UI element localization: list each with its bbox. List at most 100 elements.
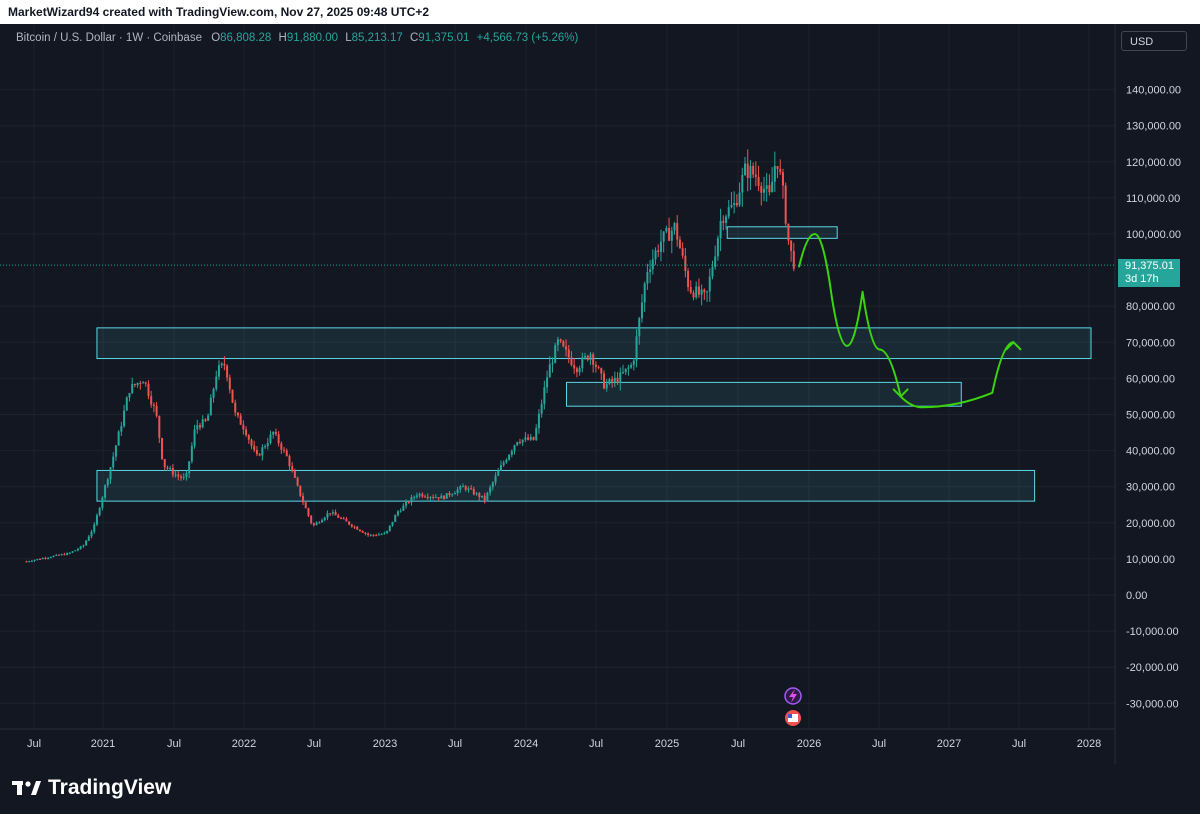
candle-body [415,495,418,497]
candle-body [364,532,367,534]
candle-body [594,364,597,368]
candle-body [418,493,421,496]
candle-body [741,175,744,193]
zone-upper[interactable] [96,327,1092,360]
candle-body [448,493,451,496]
x-tick-label: 2025 [655,738,679,750]
candles [25,149,795,563]
y-tick-label: 120,000.00 [1126,157,1181,169]
candle-body [502,462,505,466]
x-tick-label: Jul [731,738,745,750]
zone-lower[interactable] [96,469,1036,502]
price-axis[interactable]: 140,000.00 130,000.00 120,000.00 110,000.00… [1126,85,1181,711]
candle-body [358,529,361,532]
candle-body [762,188,765,193]
candle-body [768,185,771,193]
candle-body [556,339,559,346]
zones[interactable] [96,226,1092,502]
chart-panel[interactable]: 140,000.00 130,000.00 120,000.00 110,000.00… [0,24,1200,764]
candle-body [180,476,183,478]
candle-body [204,419,207,421]
candle-body [649,269,652,273]
candle-body [687,270,690,288]
candle-body [510,450,513,455]
open-label: O [211,32,221,44]
candle-body [133,383,136,386]
candle-body [619,372,622,383]
candle-body [342,518,345,520]
close-value: 91,375.01 [418,32,470,44]
candle-body [540,404,543,414]
zone-middle[interactable] [565,381,962,407]
candle-body [377,534,380,536]
candle-body [326,513,329,518]
candle-body [367,533,370,535]
candle-body [754,174,757,178]
candle-body [277,434,280,444]
zone-resistance[interactable] [726,226,838,239]
candle-body [337,515,340,518]
candle-body [28,561,31,563]
time-axis[interactable]: Jul 2021 Jul 2022 Jul 2023 Jul 2024 Jul 2025 Jul 20… [27,738,1101,750]
candle-body [163,459,166,468]
candle-body [68,552,71,554]
candle-body [348,521,351,525]
candle-body [459,486,462,490]
candle-body [527,437,530,440]
last-price-badge: 91,375.01 3d 17h [1118,259,1180,287]
candle-body [307,508,310,516]
candle-body [150,396,153,405]
candle-body [215,376,218,389]
y-tick-label: 30,000.00 [1126,482,1175,494]
candle-body [784,185,787,224]
x-tick-label: 2023 [373,738,397,750]
currency-button[interactable]: USD [1121,31,1187,51]
candle-body [451,494,454,496]
candle-body [592,354,595,365]
candle-body [532,436,535,440]
candle-body [239,415,242,425]
candle-body [727,207,730,217]
projection-path[interactable] [798,233,1015,409]
candle-body [773,166,776,182]
candle-body [139,383,142,385]
candle-body [234,402,237,413]
candle-body [659,241,662,252]
candle-body [55,554,58,556]
price-chart[interactable]: 140,000.00 130,000.00 120,000.00 110,000.00… [0,24,1200,764]
candle-body [627,367,630,369]
candle-body [781,172,784,186]
candle-body [630,364,633,368]
candle-body [475,493,478,495]
candle-body [52,555,55,558]
candle-body [711,266,714,277]
candle-body [171,468,174,475]
candle-body [255,450,258,455]
x-tick-label: Jul [589,738,603,750]
candle-body [41,557,44,560]
high-value: 91,880.00 [286,32,338,44]
candle-body [453,493,456,495]
tradingview-logo[interactable]: TradingView [12,774,171,802]
candle-body [635,336,638,361]
candle-body [212,388,215,398]
event-icons[interactable] [784,687,802,726]
candle-body [106,479,109,486]
candle-body [662,231,665,242]
candle-body [478,493,481,498]
candle-body [480,495,483,498]
candle-body [529,436,532,440]
candle-body [706,291,709,293]
lightning-icon [789,689,797,703]
candle-body [331,512,334,514]
candle-body [600,368,603,374]
symbol-legend[interactable]: Bitcoin / U.S. Dollar · 1W · Coinbase O8… [16,32,578,44]
x-tick-label: 2024 [514,738,538,750]
symbol-name: Bitcoin / U.S. Dollar · 1W · Coinbase [16,32,202,44]
candle-body [543,387,546,405]
candle-body [231,389,234,403]
candle-body [299,485,302,496]
candle-body [142,382,145,384]
candle-body [245,429,248,436]
candle-body [597,367,600,369]
